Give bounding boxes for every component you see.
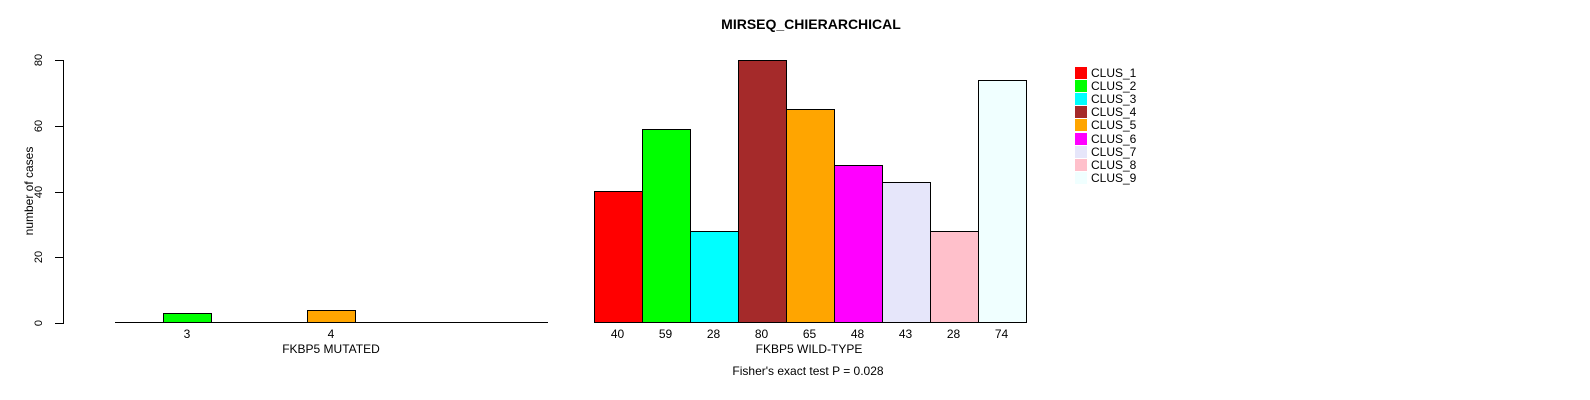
bar-value-label: 28	[946, 327, 961, 341]
bar-clus_9	[977, 80, 1027, 323]
bar-value-label: 28	[706, 327, 721, 341]
legend-label: CLUS_5	[1091, 118, 1137, 133]
y-tick-label: 20	[33, 250, 45, 264]
legend-label: CLUS_8	[1091, 157, 1137, 172]
legend-item: CLUS_6	[1075, 132, 1136, 145]
legend-item: CLUS_3	[1075, 92, 1136, 105]
y-tick-label: 0	[33, 319, 45, 327]
bar-clus_8	[929, 231, 979, 323]
legend-swatch-icon	[1075, 66, 1087, 79]
x-axis-label-mutated: FKBP5 MUTATED	[282, 342, 380, 356]
bar-value-label: 3	[183, 327, 191, 341]
y-axis-tick	[55, 192, 63, 193]
bar-value-label: 74	[994, 327, 1009, 341]
bar-clus_3	[689, 231, 739, 323]
bar-value-label: 4	[327, 327, 335, 341]
y-axis-line	[63, 60, 64, 324]
bar-value-label: 40	[610, 327, 625, 341]
legend-item: CLUS_4	[1075, 106, 1136, 119]
footnote-pvalue: Fisher's exact test P = 0.028	[732, 364, 884, 378]
legend-item: CLUS_1	[1075, 66, 1136, 79]
legend-label: CLUS_6	[1091, 131, 1137, 146]
legend-label: CLUS_4	[1091, 105, 1137, 120]
y-axis-tick	[55, 323, 63, 324]
bar-value-label: 48	[850, 327, 865, 341]
y-axis-tick	[55, 257, 63, 258]
bar-clus_4	[737, 60, 787, 323]
legend-swatch-icon	[1075, 172, 1087, 185]
legend-swatch-icon	[1075, 145, 1087, 158]
y-tick-label: 60	[33, 119, 45, 133]
legend-swatch-icon	[1075, 158, 1087, 171]
chart-title: MIRSEQ_CHIERARCHICAL	[721, 16, 901, 32]
x-axis-label-wildtype: FKBP5 WILD-TYPE	[755, 342, 863, 356]
bar-value-label: 65	[802, 327, 817, 341]
bar-clus_5	[785, 109, 835, 323]
bar-clus_5	[307, 310, 356, 323]
bar-clus_6	[833, 165, 883, 323]
bar-clus_1	[593, 191, 643, 323]
legend-swatch-icon	[1075, 132, 1087, 145]
legend-label: CLUS_9	[1091, 171, 1137, 186]
legend-item: CLUS_7	[1075, 145, 1136, 158]
y-tick-label: 40	[33, 185, 45, 199]
legend-swatch-icon	[1075, 106, 1087, 119]
bar-clus_7	[881, 182, 931, 323]
legend-item: CLUS_2	[1075, 79, 1136, 92]
legend-label: CLUS_7	[1091, 144, 1137, 159]
legend-swatch-icon	[1075, 79, 1087, 92]
legend-label: CLUS_2	[1091, 78, 1137, 93]
legend-item: CLUS_5	[1075, 119, 1136, 132]
y-tick-label: 80	[33, 53, 45, 67]
legend-swatch-icon	[1075, 92, 1087, 105]
bar-clus_2	[163, 313, 212, 323]
bar-value-label: 43	[898, 327, 913, 341]
legend-label: CLUS_1	[1091, 65, 1137, 80]
y-axis-tick	[55, 60, 63, 61]
legend-swatch-icon	[1075, 119, 1087, 132]
legend-item: CLUS_8	[1075, 158, 1136, 171]
legend: CLUS_1 CLUS_2 CLUS_3 CLUS_4 CLUS_5 CLUS_6 CLUS…	[1075, 66, 1136, 185]
y-axis-tick	[55, 126, 63, 127]
bar-value-label: 59	[658, 327, 673, 341]
bar-clus_2	[641, 129, 691, 323]
legend-label: CLUS_3	[1091, 91, 1137, 106]
legend-item: CLUS_9	[1075, 172, 1136, 185]
bar-value-label: 80	[754, 327, 769, 341]
